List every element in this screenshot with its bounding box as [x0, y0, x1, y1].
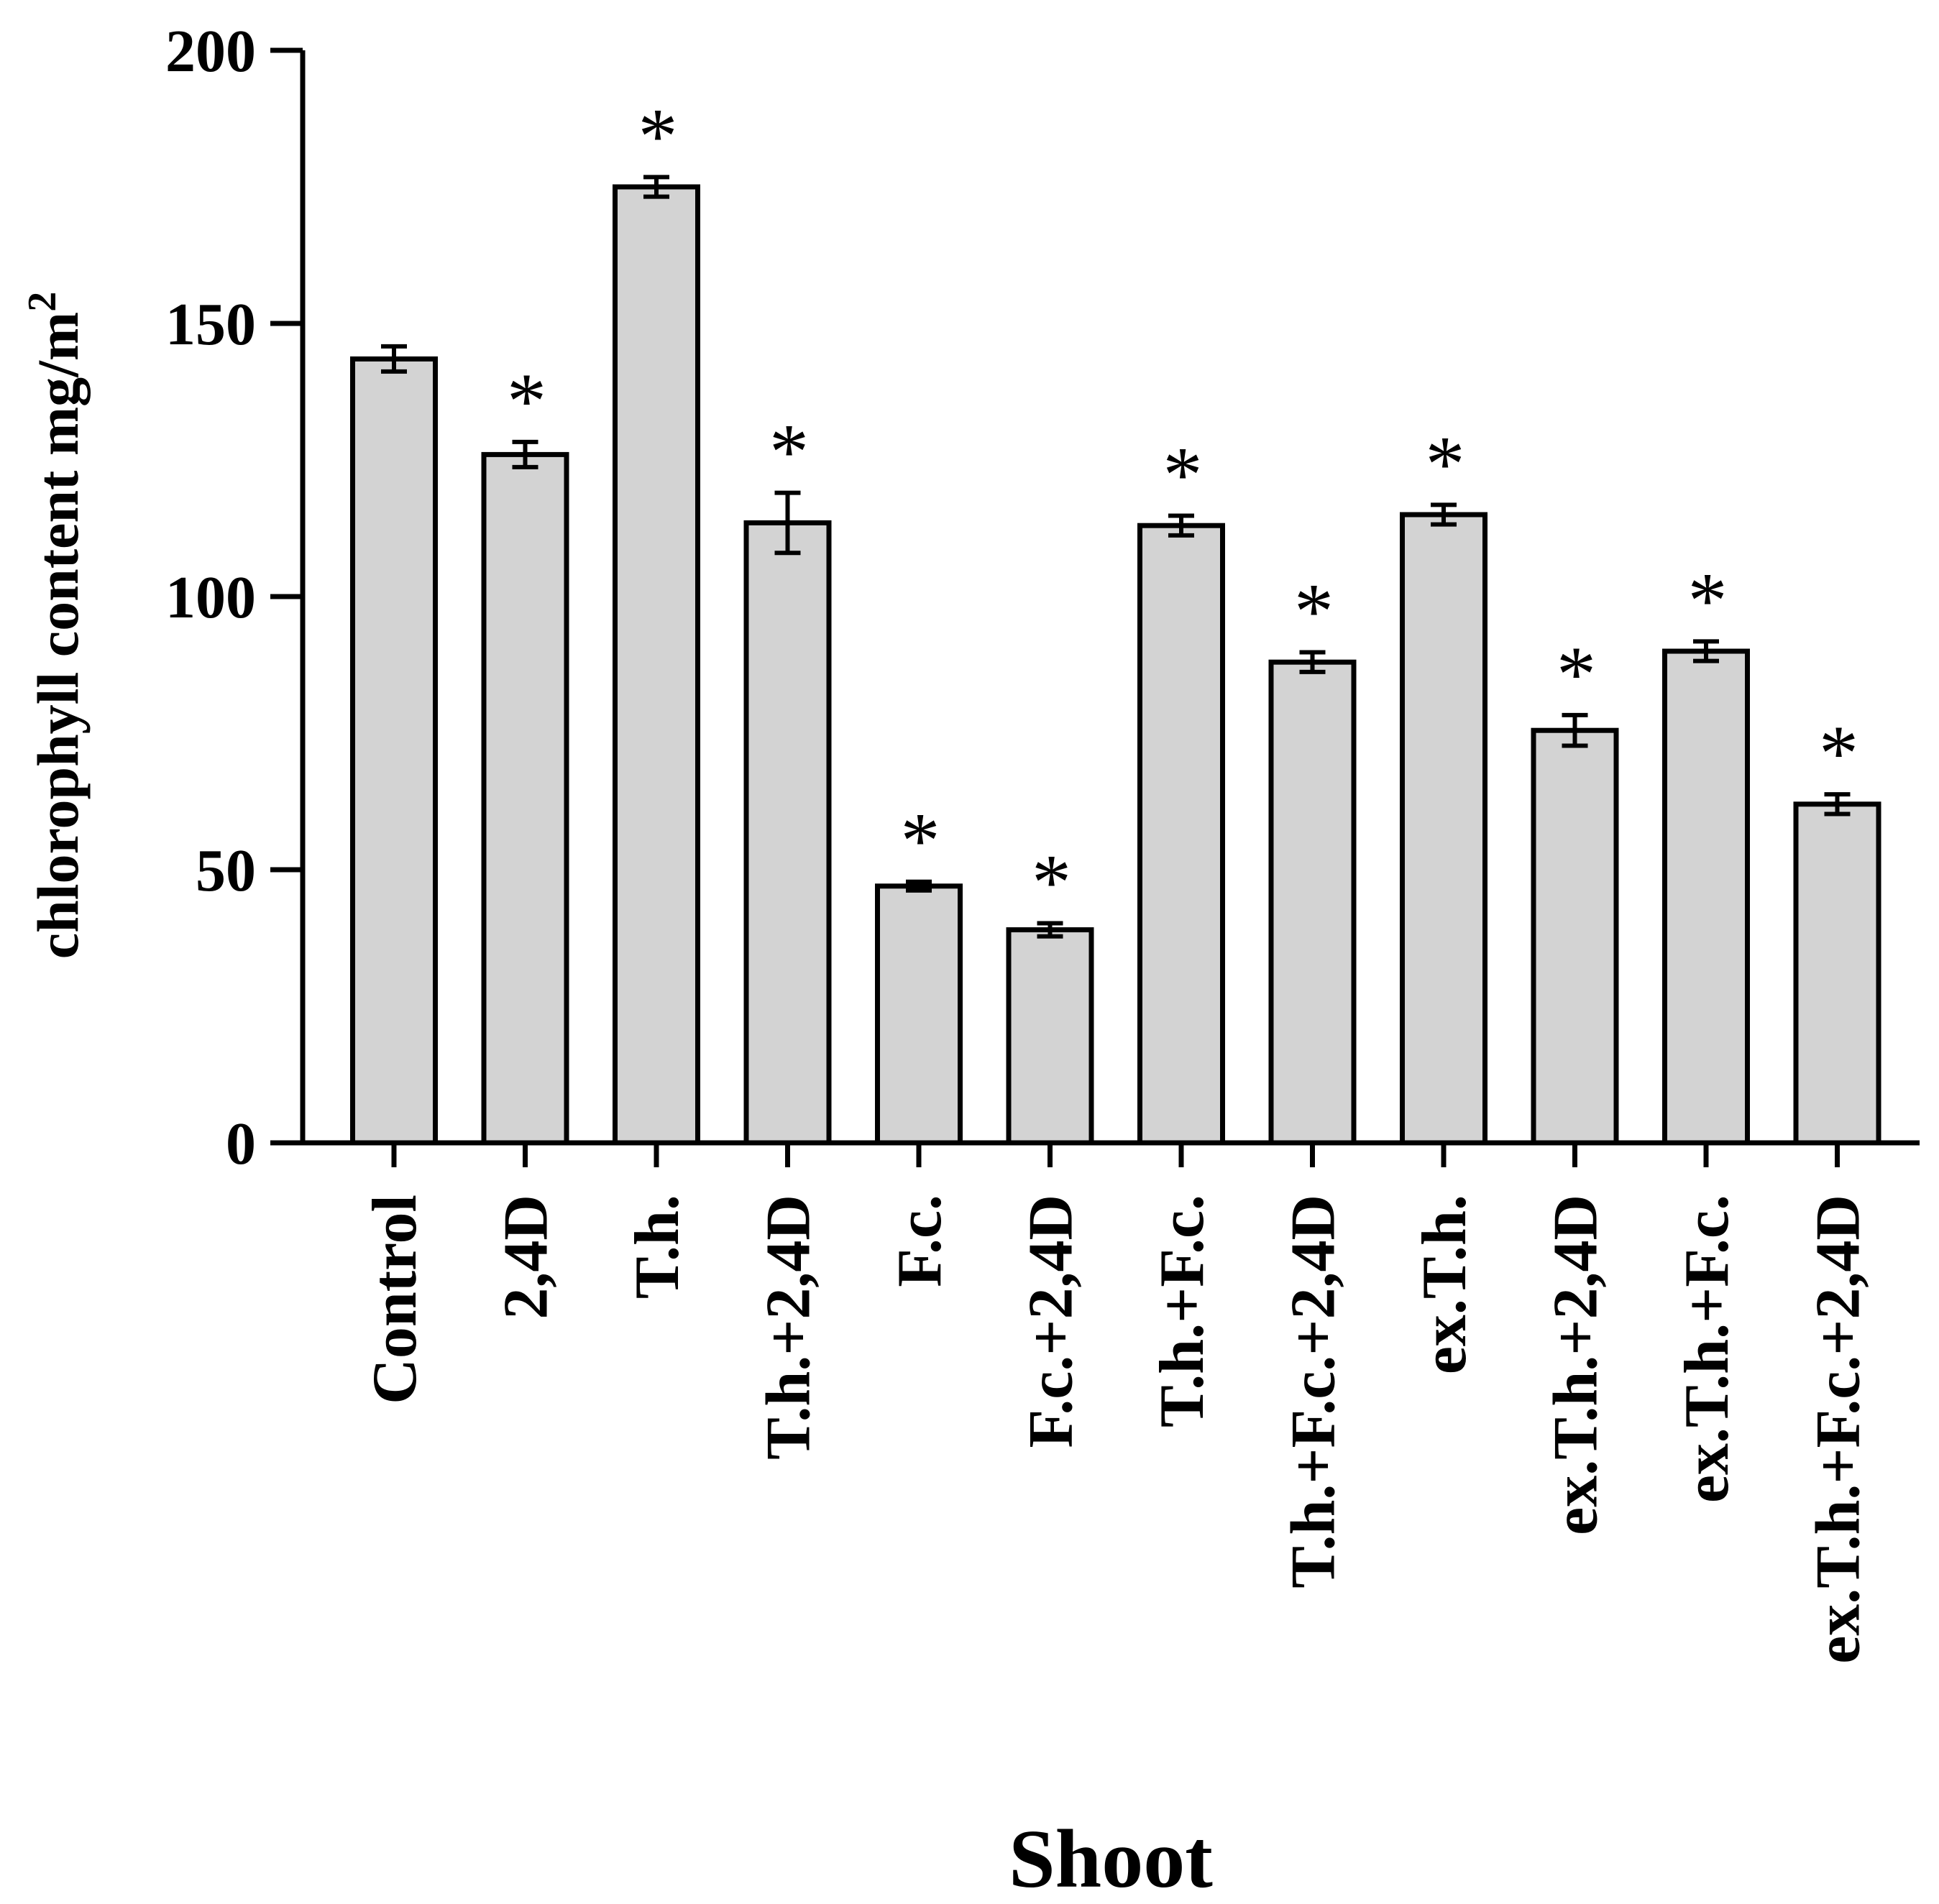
x-tick-label: F.c.: [885, 1195, 955, 1287]
bar: [481, 451, 569, 1146]
significance-mark: *: [1426, 420, 1465, 507]
significance-mark: *: [1819, 709, 1858, 797]
bar: [1662, 648, 1750, 1146]
significance-mark: *: [638, 92, 678, 180]
significance-layer: * * * * * * * * * * *: [507, 92, 1858, 926]
significance-mark: *: [901, 797, 940, 885]
bar: [1793, 801, 1881, 1146]
error-bars-layer: [381, 175, 1851, 939]
x-tick-label: T.h.+2,4D: [754, 1195, 824, 1460]
x-tick-label: ex.T.h.+F.c.+2,4D: [1804, 1195, 1874, 1664]
y-tick-label: 200: [165, 18, 256, 85]
y-tick-label: 150: [165, 291, 256, 358]
x-ticks-layer: Control 2,4D T.h. T.h.+2,4D F.c. F.c.+2,4D T.h…: [360, 1143, 1874, 1664]
significance-mark: *: [1557, 630, 1596, 718]
x-tick-label: Control: [360, 1195, 430, 1404]
bar: [1006, 927, 1094, 1146]
bar: [613, 184, 700, 1146]
x-tick-label: ex.T.h.: [1410, 1195, 1480, 1374]
bar: [1531, 727, 1619, 1146]
y-ticks-layer: 0 50 100 150 200: [165, 18, 303, 1177]
x-tick-label: T.h.+F.c.: [1147, 1195, 1217, 1427]
y-axis-title: chlorophyll content mg/m2: [20, 292, 91, 959]
significance-mark: *: [769, 408, 809, 496]
bar: [350, 356, 438, 1146]
significance-mark: *: [1032, 838, 1071, 926]
bar: [1268, 659, 1357, 1146]
significance-mark: *: [1163, 431, 1203, 519]
x-tick-label: ex.T.h.+2,4D: [1541, 1195, 1611, 1535]
significance-mark: *: [1688, 556, 1728, 644]
y-tick-label: 0: [226, 1110, 256, 1177]
x-tick-label: ex.T.h.+F.c.: [1672, 1195, 1742, 1503]
bar: [1137, 523, 1225, 1146]
bars-layer: [350, 184, 1881, 1146]
y-tick-label: 50: [196, 837, 256, 904]
bar: [1400, 512, 1488, 1146]
y-axis-title-superscript: 2: [20, 292, 65, 312]
significance-mark: *: [1294, 568, 1334, 656]
x-tick-label: T.h.: [623, 1195, 692, 1299]
y-axis-title-main: chlorophyll content mg/m: [25, 312, 91, 959]
x-axis-title: Shoot: [1009, 1813, 1213, 1904]
x-tick-label: T.h.+F.c.+2,4D: [1279, 1195, 1349, 1588]
y-tick-label: 100: [165, 564, 256, 631]
x-tick-label: 2,4D: [492, 1195, 561, 1320]
bar: [875, 883, 963, 1146]
significance-mark: *: [507, 357, 546, 445]
bar: [743, 520, 832, 1146]
x-tick-label: F.c.+2,4D: [1017, 1195, 1086, 1448]
